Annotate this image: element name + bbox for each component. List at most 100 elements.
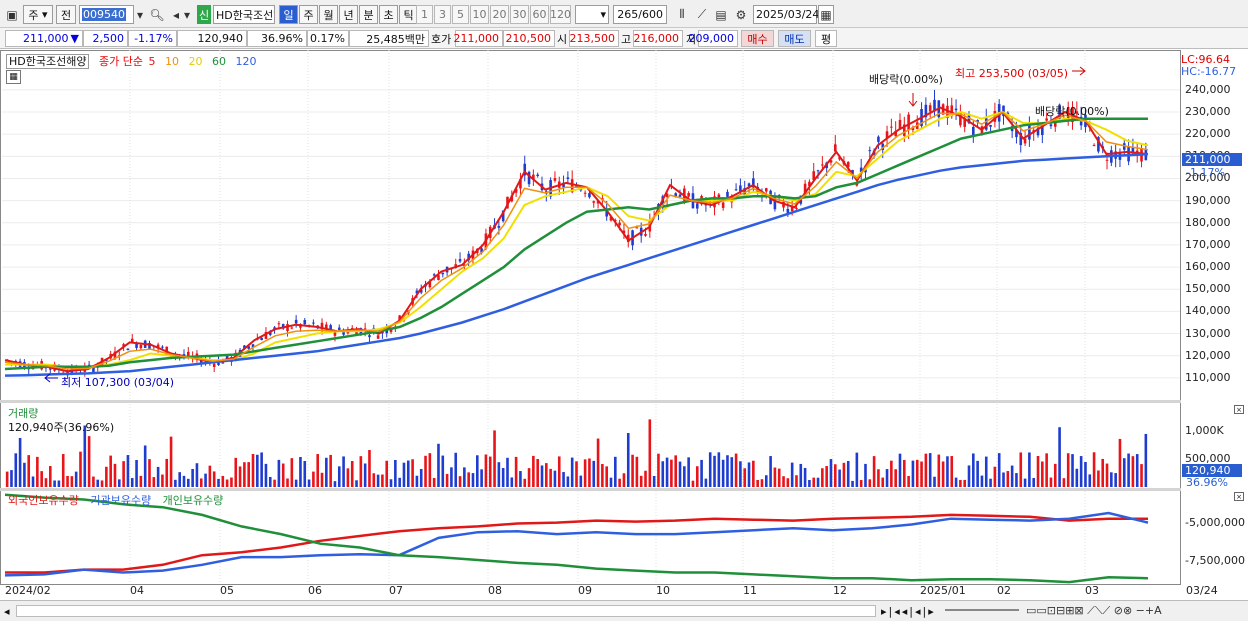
volume-bar [243,462,246,487]
volume-bar [307,479,311,487]
window-icon[interactable]: ▣ [6,7,18,22]
volume-bar [739,461,742,487]
scroll-left-icon[interactable]: ◂ [4,604,10,618]
calendar-icon[interactable]: ▦ [818,5,834,24]
zoom-slider[interactable] [945,609,1019,611]
candle-body [247,346,250,349]
max-label: 최고 253,500 (03/05) [955,67,1069,80]
n-tab-7[interactable]: 120 [550,5,571,24]
volume-bar [881,477,885,487]
n-tab-0[interactable]: 1 [416,5,433,24]
volume-bar [764,475,768,487]
volume-bar [61,454,65,487]
dividend-arrow [908,93,918,107]
volume-bar [618,478,621,487]
period-tab-0[interactable]: 일 [279,5,298,24]
code-dropdown-icon[interactable]: ▾ [136,7,144,22]
volume-bar [428,453,432,487]
sell-button[interactable]: 매도 [778,30,811,47]
candle-body [614,220,617,222]
volume-bar [27,455,31,487]
volume-bar [342,456,345,487]
volume-bar [415,475,419,487]
stock-name-field[interactable]: HD한국조선해양 [213,5,275,24]
max-arrow [1072,66,1086,76]
change-value: 2,500 [83,30,128,47]
volume-bar [208,465,212,487]
candle-body [260,338,263,341]
speaker-dropdown-icon[interactable]: ▾ [183,7,191,22]
panel-divider[interactable] [0,400,1181,403]
volume-bar [726,455,729,487]
volume-bar [1140,464,1143,487]
type-select[interactable]: 주 ▾ [23,5,53,24]
n-tab-2[interactable]: 5 [452,5,469,24]
period-tab-5[interactable]: 초 [379,5,398,24]
date-input[interactable]: 2025/03/24 [753,5,819,24]
n-tab-3[interactable]: 10 [470,5,489,24]
volume-bar [704,478,708,487]
table-icon[interactable]: ▦ [6,70,21,84]
period-tab-3[interactable]: 년 [339,5,358,24]
candle-body [415,290,419,294]
candle-body [523,163,527,176]
nav-buttons[interactable]: ▸|◂◂|◂|▸ [881,604,936,618]
volume-bar [691,480,695,487]
volume-bar [786,478,790,487]
draw-icon[interactable]: ⟋ [697,7,707,21]
lc-label: LC:96.64 [1181,53,1231,66]
ma120-label: 120 [235,55,257,68]
period-tab-2[interactable]: 월 [319,5,338,24]
candle-body [432,274,436,276]
volume-bar [545,463,548,487]
candle-body [419,289,423,293]
volume-bar [933,476,936,487]
candle-body [514,188,518,193]
gear-icon[interactable]: ⚙ [735,7,747,22]
candle-body [894,130,897,137]
chart-tools[interactable]: ▭▭⊡⊟⊞⊠ ⟋⟍⟋ ⊘⊗ −+A [1026,604,1162,617]
buy-button[interactable]: 매수 [741,30,774,47]
volume-bar [238,466,242,487]
candle-icon[interactable]: ⫴ [679,7,685,21]
volume-bar [1041,461,1044,487]
volume-ratio: 36.96% [247,30,307,47]
period-tab-4[interactable]: 분 [359,5,378,24]
volume-bar [1084,461,1087,487]
candle-body [1036,128,1040,136]
count-field[interactable]: 265/600 [613,5,667,24]
volume-bar [907,475,910,487]
foreign-label: 외국인보유수량 [8,494,79,507]
candle-body [734,189,738,191]
panel-close-icon[interactable]: × [1234,405,1244,414]
search-icon[interactable]: 🔍︎ [149,7,165,22]
candle-body [122,344,125,347]
candle-body [277,323,281,325]
code-input[interactable]: 009540 [79,5,134,24]
speaker-icon[interactable]: ◂ [172,7,180,22]
candle-body [264,332,268,339]
candle-body [946,105,949,119]
panel-close-icon[interactable]: × [1234,492,1244,501]
panel-divider[interactable] [0,488,1181,491]
volume-bar [294,479,298,487]
candle-body [1105,159,1109,161]
n-tab-6[interactable]: 60 [530,5,549,24]
candle-body [972,126,975,136]
eval-button[interactable]: 평 [815,30,837,47]
n-tab-5[interactable]: 30 [510,5,529,24]
price-chart[interactable] [0,50,1248,601]
volume-bar [195,463,199,487]
volume-bar [286,478,289,487]
period-tab-1[interactable]: 주 [299,5,318,24]
candle-body [463,264,466,267]
n-tab-4[interactable]: 20 [490,5,509,24]
candle-body [959,112,962,126]
n-tab-1[interactable]: 3 [434,5,451,24]
horizontal-scrollbar[interactable] [16,605,876,617]
save-icon[interactable]: ▤ [715,7,727,22]
prev-button[interactable]: 전 [56,5,76,24]
n-dropdown[interactable]: ▾ [575,5,609,24]
volume-bar [368,449,371,487]
